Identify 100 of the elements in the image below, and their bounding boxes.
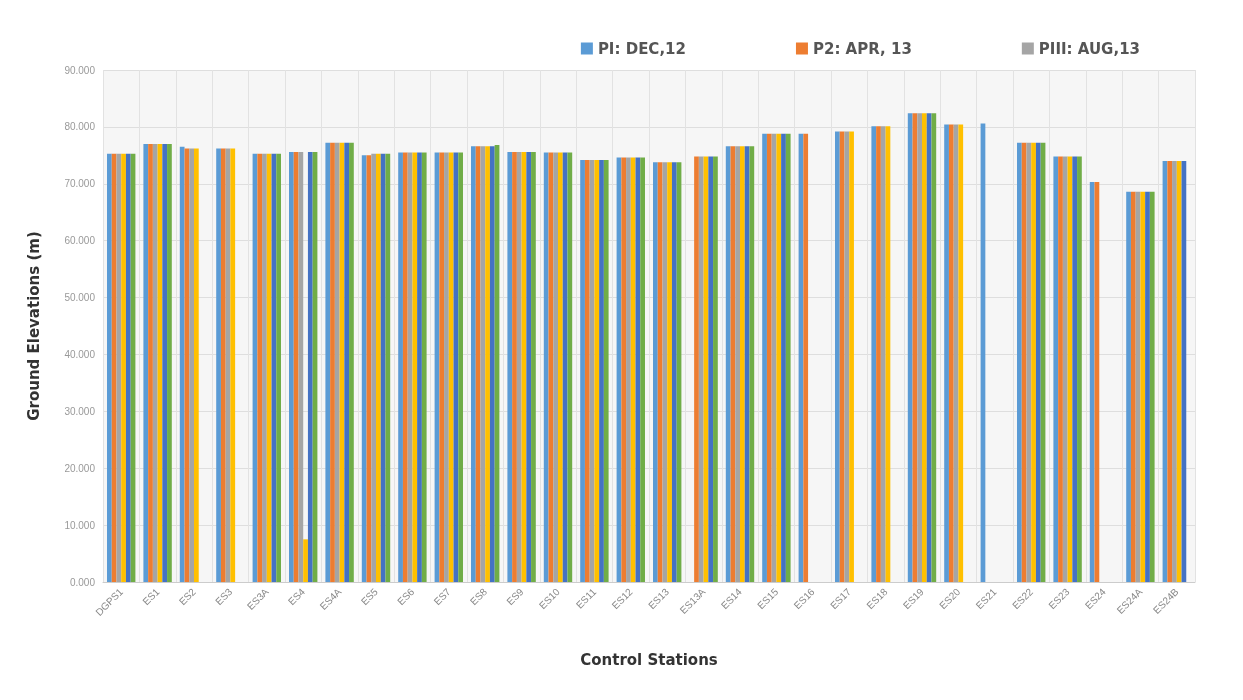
y-axis-title: Ground Elevations (m) [24,231,43,421]
bar [531,151,536,582]
y-tick-label: 30.000 [64,405,96,417]
bar [958,124,964,582]
y-tick-label: 40.000 [64,348,96,360]
legend-label: P2: APR, 13 [812,39,912,58]
bar [303,539,308,582]
bar [107,153,112,582]
bar [262,153,267,582]
y-tick-label: 10.000 [64,519,96,531]
bar [871,126,877,582]
bar [1035,142,1041,582]
bar [361,155,367,582]
bar [1017,142,1022,582]
bar [835,131,840,582]
bar [1176,161,1182,582]
bar [421,152,427,582]
x-tick-label: ES5 [358,585,381,608]
bar [1089,182,1095,582]
bar [876,126,881,582]
bar [485,146,490,582]
x-tick-label: ES3 [213,585,235,608]
x-tick-label: ES2 [176,585,199,608]
bar [179,146,185,582]
bar [880,126,886,582]
bar [708,156,714,582]
bar [630,157,636,582]
bar [749,146,755,582]
bar [507,151,513,582]
bar [148,143,153,582]
bar [626,157,631,582]
bar [725,146,731,582]
bar [653,162,658,582]
bar [526,151,532,582]
bar [1053,156,1059,582]
bar [944,124,949,582]
bar [216,148,221,582]
bar [584,159,590,582]
bar [917,113,922,582]
y-tick-label: 20.000 [64,462,96,474]
bar [907,113,913,582]
bar [1026,142,1032,582]
bar [849,131,854,582]
bar [349,142,354,582]
bar [558,152,563,582]
y-tick-label: 60.000 [64,235,96,247]
bar [1126,191,1131,582]
bar [480,146,486,582]
bar [603,159,609,582]
y-tick-label: 50.000 [64,292,96,304]
bar [694,156,699,582]
x-axis-title: Control Stations [580,650,718,669]
bar [1172,161,1177,582]
bar [402,152,408,582]
bar [307,151,313,582]
bar [922,113,927,582]
bar [512,151,517,582]
bar [125,153,131,582]
bar [766,133,772,582]
bar [257,153,263,582]
bar [444,152,449,582]
bar [121,153,126,582]
bar [713,156,718,582]
bar [489,146,495,582]
bar [330,142,335,582]
bar [1058,156,1063,582]
bar [671,162,677,582]
x-tick-label: ES9 [504,585,526,608]
bar [1145,191,1150,582]
bar [553,152,558,582]
bar [776,133,782,582]
bar [439,152,445,582]
bar [1077,156,1082,582]
bar [162,143,168,582]
bar [931,113,937,582]
bar [448,152,454,582]
bar [599,159,604,582]
bar [344,142,350,582]
bar [1031,142,1036,582]
x-tick-label: ES6 [395,585,417,608]
bar [948,124,954,582]
bar [230,148,236,582]
bar [1149,191,1155,582]
bar [580,159,585,582]
bar [471,146,476,582]
bar [662,162,668,582]
y-tick-label: 0.000 [69,576,96,588]
bar [1072,156,1078,582]
bar [385,153,391,582]
bar [143,143,149,582]
bar [298,151,304,582]
bar [1062,156,1068,582]
bar [762,133,767,582]
bar [594,159,600,582]
bar [417,152,422,582]
legend-label: PIII: AUG,13 [1038,39,1140,58]
x-tick-label: ES1 [140,585,162,608]
bar [152,143,158,582]
bar [116,153,122,582]
bar [289,151,294,582]
